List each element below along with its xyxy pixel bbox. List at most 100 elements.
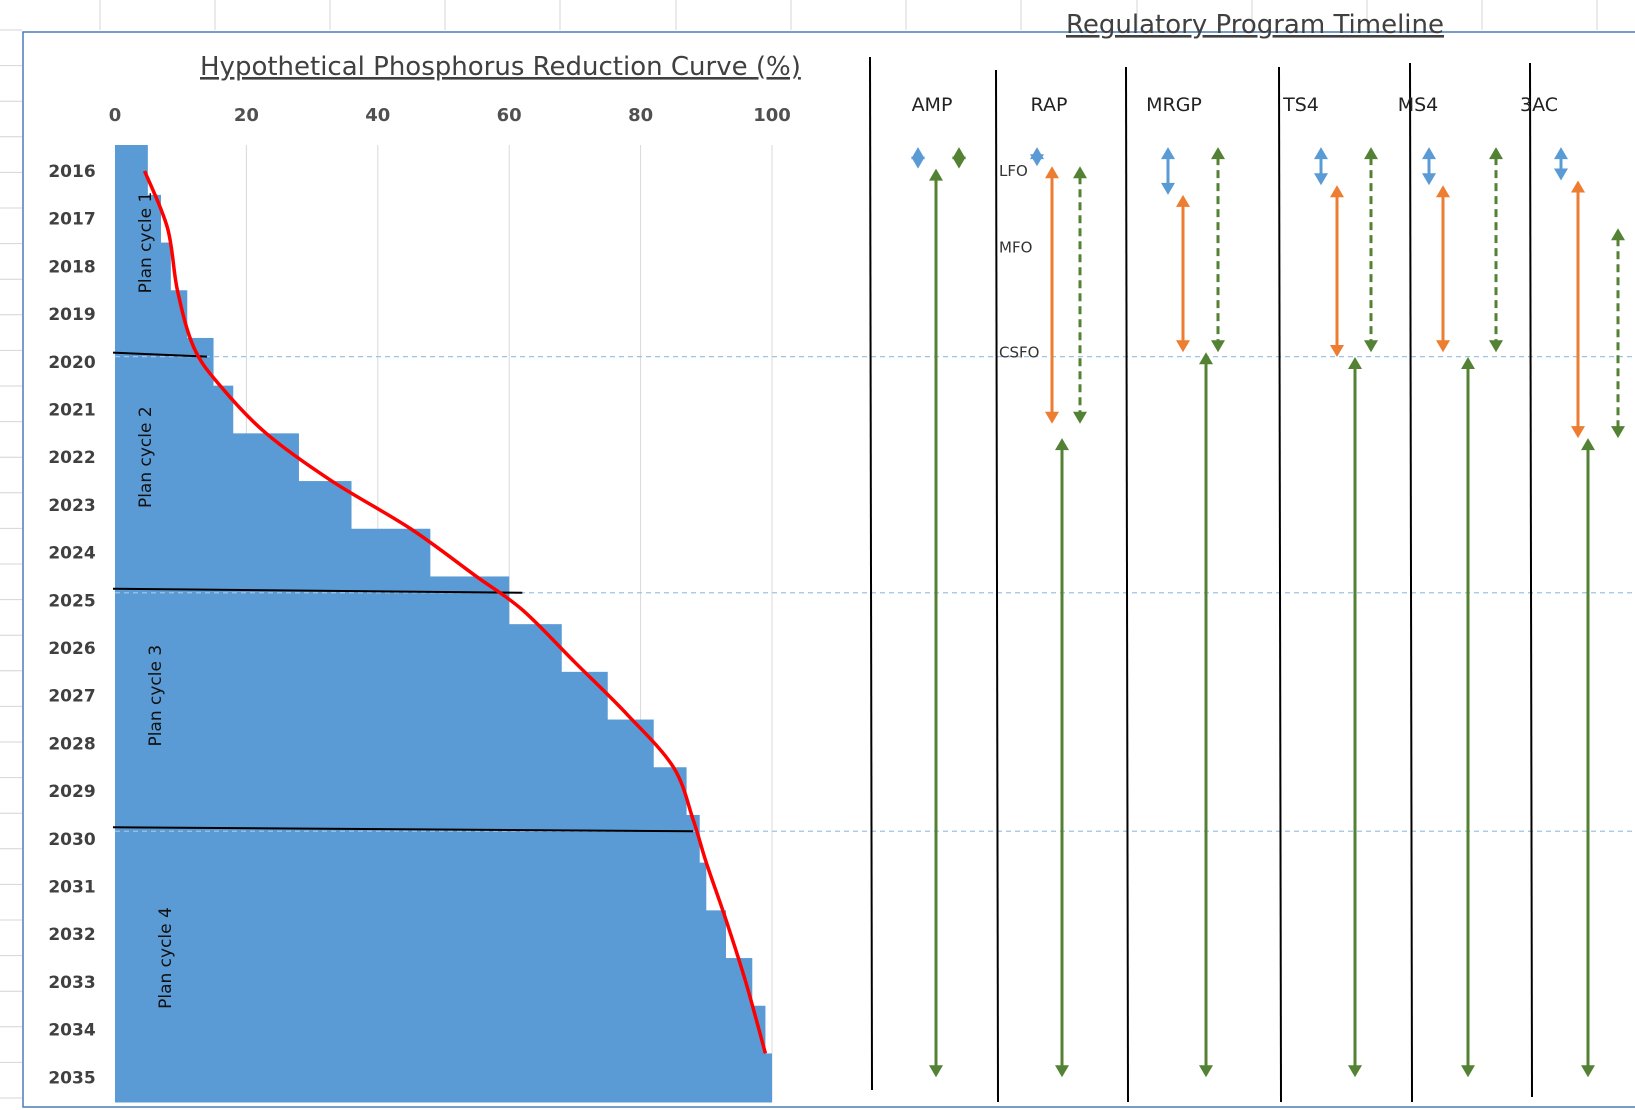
- x-axis-ticks: 0 20 40 60 80 100: [109, 105, 791, 126]
- bar-2032: [115, 910, 727, 959]
- y-tick-label: 2023: [48, 496, 95, 516]
- arrowhead: [1199, 1065, 1213, 1078]
- x-tick-label: 0: [109, 105, 122, 126]
- program-label: TS4: [1282, 94, 1319, 116]
- arrowhead: [952, 147, 966, 160]
- y-tick-label: 2029: [48, 782, 95, 802]
- bar-2018: [115, 242, 171, 291]
- bar-2035: [115, 1053, 772, 1103]
- y-tick-label: 2021: [48, 401, 95, 421]
- bar-2023: [115, 481, 352, 530]
- y-tick-label: 2019: [48, 305, 95, 325]
- arrowhead: [1330, 345, 1344, 358]
- cycle-boundary-line: [112, 826, 694, 833]
- arrowhead: [1348, 1065, 1362, 1078]
- arrowhead: [1611, 228, 1625, 241]
- bar-2030: [115, 814, 700, 864]
- arrowhead: [1364, 340, 1378, 353]
- cycle-boundary-line: [112, 587, 523, 594]
- arrowhead: [952, 156, 966, 169]
- plan-cycle-labels: Plan cycle 1 Plan cycle 2 Plan cycle 3 Plan…: [136, 192, 176, 1009]
- arrowhead: [1161, 147, 1175, 160]
- y-tick-label: 2017: [48, 210, 95, 230]
- program-divider: [869, 56, 873, 1091]
- plan-cycle-label: Plan cycle 3: [146, 645, 166, 747]
- arrowhead: [1211, 340, 1225, 353]
- arrowhead: [1436, 185, 1450, 198]
- arrowhead: [1176, 340, 1190, 353]
- arrowhead: [1489, 340, 1503, 353]
- plan-cycle-label: Plan cycle 1: [136, 192, 156, 294]
- arrowhead: [1554, 168, 1568, 181]
- y-tick-label: 2033: [48, 973, 95, 993]
- arrowhead: [1314, 173, 1328, 186]
- arrowhead: [1554, 147, 1568, 160]
- arrowhead: [1348, 357, 1362, 370]
- chart-area-border: [22, 31, 1635, 1108]
- chart-title: Hypothetical Phosphorus Reduction Curve …: [200, 52, 801, 82]
- y-tick-label: 2018: [48, 257, 95, 277]
- y-axis-ticks: 2016 2017 2018 2019 2020 2021 2022 2023 2024 2025…: [48, 162, 95, 1088]
- arrowhead: [1611, 426, 1625, 439]
- bar-2034: [115, 1005, 766, 1054]
- x-tick-label: 80: [628, 105, 653, 126]
- plan-cycle-label: Plan cycle 4: [156, 907, 176, 1009]
- x-tick-label: 60: [497, 105, 522, 126]
- program-divider: [1409, 62, 1413, 1103]
- program-label: 3AC: [1520, 94, 1558, 116]
- arrowhead: [1073, 411, 1087, 424]
- bar-2028: [115, 719, 654, 768]
- arrowhead: [1581, 438, 1595, 451]
- y-tick-label: 2020: [48, 353, 95, 373]
- y-tick-label: 2024: [48, 544, 95, 564]
- bar-2024: [115, 528, 431, 577]
- arrowhead: [1436, 340, 1450, 353]
- program-divider: [995, 69, 999, 1103]
- program-label: MRGP: [1146, 94, 1202, 116]
- y-tick-label: 2028: [48, 734, 95, 754]
- flood-labels: LFO MFO CSFO: [999, 162, 1039, 361]
- x-tick-label: 100: [753, 105, 791, 126]
- bar-2033: [115, 958, 753, 1007]
- arrowhead: [1055, 1065, 1069, 1078]
- bar-2026: [115, 624, 562, 673]
- y-tick-label: 2032: [48, 925, 95, 945]
- y-tick-label: 2026: [48, 639, 95, 659]
- arrowhead: [1045, 166, 1059, 179]
- arrowhead: [1176, 194, 1190, 207]
- y-tick-label: 2027: [48, 687, 95, 707]
- program-label: MS4: [1398, 94, 1439, 116]
- bar-2022: [115, 433, 299, 482]
- arrowhead: [929, 168, 943, 181]
- y-tick-label: 2030: [48, 830, 95, 850]
- arrowhead: [1581, 1065, 1595, 1078]
- cycle-boundary-line: [112, 351, 208, 358]
- arrowhead: [1422, 173, 1436, 186]
- arrowhead: [1571, 180, 1585, 193]
- y-tick-label: 2035: [48, 1068, 95, 1088]
- program-label: RAP: [1031, 94, 1068, 116]
- arrowhead: [1461, 357, 1475, 370]
- y-tick-label: 2022: [48, 448, 95, 468]
- arrowhead: [1199, 352, 1213, 365]
- arrowhead: [1030, 154, 1044, 167]
- y-tick-label: 2034: [48, 1021, 95, 1041]
- y-tick-label: 2016: [48, 162, 95, 182]
- arrowhead: [911, 156, 925, 169]
- program-label: AMP: [912, 94, 953, 116]
- plan-cycle-label: Plan cycle 2: [136, 406, 156, 508]
- reduction-curve: [142, 170, 768, 1054]
- x-tick-label: 20: [234, 105, 259, 126]
- program-divider: [1529, 62, 1533, 1098]
- bar-2027: [115, 671, 608, 721]
- arrowhead: [1422, 147, 1436, 160]
- arrowhead: [1055, 438, 1069, 451]
- bar-2020: [115, 337, 214, 387]
- bar-2025: [115, 576, 510, 625]
- cycle-dashed-lines: [115, 356, 1635, 832]
- arrowhead: [1330, 185, 1344, 198]
- bar-2031: [115, 862, 707, 911]
- program-labels: AMP RAP MRGP TS4 MS4 3AC: [912, 94, 1558, 116]
- arrowhead: [929, 1065, 943, 1078]
